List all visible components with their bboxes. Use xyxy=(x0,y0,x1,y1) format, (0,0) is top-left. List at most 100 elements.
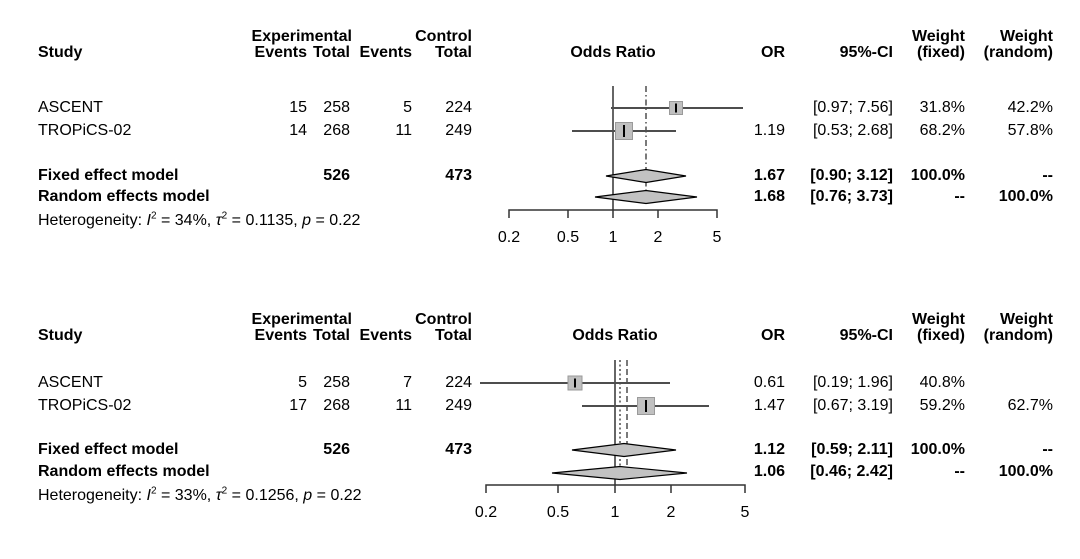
plot-b-row2-ctl-total: 249 xyxy=(445,397,472,414)
plot-b-header-odds-ratio: Odds Ratio xyxy=(572,327,658,344)
plot-b-tick-0-2: 0.2 xyxy=(474,504,498,521)
plot-a-tick-5: 5 xyxy=(712,229,722,246)
plot-a-row1-exp-events: 15 xyxy=(289,99,307,116)
plot-b-random-diamond xyxy=(551,465,688,481)
plot-b-fixed-weight-fixed: 100.0% xyxy=(910,441,965,458)
plot-a-random-weight-fixed: -- xyxy=(954,188,965,205)
plot-a-header-experimental: Experimental xyxy=(251,28,352,45)
plot-a-header-weight-fixed-2: (fixed) xyxy=(917,44,965,61)
plot-a-row2-ctl-total: 249 xyxy=(445,122,472,139)
plot-a-header-control: Control xyxy=(415,28,472,45)
plot-a-random-weight-random: 100.0% xyxy=(998,188,1053,205)
plot-b-tick-2: 2 xyxy=(666,504,676,521)
plot-b-header-ctl-total: Total xyxy=(434,327,472,344)
plot-b-header-or: OR xyxy=(761,327,785,344)
plot-a-random-diamond xyxy=(594,189,698,205)
plot-b-fixed-or: 1.12 xyxy=(753,441,785,458)
plot-a-fixed-weight-fixed: 100.0% xyxy=(910,167,965,184)
plot-b-row2-or: 1.47 xyxy=(753,397,785,414)
plot-a-tick-0-2: 0.2 xyxy=(497,229,521,246)
plot-a-row1-ci: [0.97; 7.56] xyxy=(812,99,893,116)
plot-b-row1-ci: [0.19; 1.96] xyxy=(812,374,893,391)
plot-b-row2-ci: [0.67; 3.19] xyxy=(812,397,893,414)
plot-b-fixed-ctl-total: 473 xyxy=(445,441,472,458)
plot-a-fixed-or: 1.67 xyxy=(753,167,785,184)
plot-b-random-ci: [0.46; 2.42] xyxy=(810,463,893,480)
plot-a-random-ci: [0.76; 3.73] xyxy=(810,188,893,205)
plot-a-fixed-exp-total: 526 xyxy=(323,167,350,184)
plot-b-random-weight-random: 100.0% xyxy=(998,463,1053,480)
plot-a-header-or: OR xyxy=(761,44,785,61)
plot-a-tick-0-5: 0.5 xyxy=(556,229,580,246)
plot-b-header-exp-total: Total xyxy=(312,327,350,344)
plot-a-fixed-diamond xyxy=(605,168,687,184)
plot-a-fixed-ctl-total: 473 xyxy=(445,167,472,184)
plot-b-row1-or: 0.61 xyxy=(753,374,785,391)
plot-b-header-weight-random-2: (random) xyxy=(983,327,1053,344)
plot-a-row1-ctl-total: 224 xyxy=(445,99,472,116)
plot-b-fixed-ci: [0.59; 2.11] xyxy=(811,441,893,458)
plot-b-tick-0-5: 0.5 xyxy=(546,504,570,521)
plot-a-fixed-label: Fixed effect model xyxy=(38,167,179,184)
plot-b-row1-ctl-total: 224 xyxy=(445,374,472,391)
plot-b-row1-exp-events: 5 xyxy=(298,374,307,391)
plot-a-header-weight-random-2: (random) xyxy=(983,44,1053,61)
plot-a-header-exp-events: Events xyxy=(254,44,307,61)
plot-b-row2-weight-fixed: 59.2% xyxy=(919,397,965,414)
plot-b-header-experimental: Experimental xyxy=(251,311,352,328)
plot-b-row2-ctl-events: 11 xyxy=(395,397,412,414)
plot-b-header-ctl-events: Events xyxy=(359,327,412,344)
plot-a-header-weight-fixed-1: Weight xyxy=(911,28,965,45)
plot-a-random-label: Random effects model xyxy=(38,188,210,205)
plot-b-header-study: Study xyxy=(38,327,83,344)
plot-a-row1-study: ASCENT xyxy=(38,99,103,116)
plot-a-graphics xyxy=(508,86,743,218)
plot-a-header-ctl-events: Events xyxy=(359,44,412,61)
plot-a-x-axis xyxy=(508,209,718,218)
plot-a-row1-weight-fixed: 31.8% xyxy=(919,99,965,116)
plot-a-header-odds-ratio: Odds Ratio xyxy=(570,44,656,61)
plot-a-row1-exp-total: 258 xyxy=(323,99,350,116)
plot-b-row2-weight-random: 62.7% xyxy=(1007,397,1053,414)
plot-a-tick-2: 2 xyxy=(653,229,663,246)
plot-b-header-ci: 95%-CI xyxy=(839,327,893,344)
plot-a-header-study: Study xyxy=(38,44,83,61)
plot-b-random-label: Random effects model xyxy=(38,463,210,480)
plot-b-heterogeneity: Heterogeneity: I2 = 33%, τ2 = 0.1256, p … xyxy=(38,485,362,504)
plot-b-header-weight-random-1: Weight xyxy=(999,311,1053,328)
plot-b-fixed-exp-total: 526 xyxy=(323,441,350,458)
plot-b-x-axis xyxy=(485,484,746,493)
plot-b-fixed-weight-random: -- xyxy=(1042,441,1053,458)
plot-b-row1-study: ASCENT xyxy=(38,374,103,391)
plot-a-tick-1: 1 xyxy=(608,229,618,246)
plot-b-tick-1: 1 xyxy=(610,504,620,521)
plot-b-header-weight-fixed-2: (fixed) xyxy=(917,327,965,344)
plot-a-row1-ctl-events: 5 xyxy=(403,99,412,116)
plot-b-fixed-diamond xyxy=(571,442,677,458)
plot-b-row2-exp-events: 17 xyxy=(289,397,307,414)
plot-a-heterogeneity: Heterogeneity: I2 = 34%, τ2 = 0.1135, p … xyxy=(38,210,361,229)
plot-a-header-exp-total: Total xyxy=(312,44,350,61)
plot-b-row2-exp-total: 268 xyxy=(323,397,350,414)
plot-b-row1-ctl-events: 7 xyxy=(403,374,412,391)
plot-b-tick-5: 5 xyxy=(740,504,750,521)
plot-a-row2-weight-random: 57.8% xyxy=(1007,122,1053,139)
plot-b-random-or: 1.06 xyxy=(753,463,785,480)
plot-b-header-weight-fixed-1: Weight xyxy=(911,311,965,328)
plot-a-row2-exp-total: 268 xyxy=(323,122,350,139)
plot-a-random-or: 1.68 xyxy=(753,188,785,205)
plot-a-row2-study: TROPiCS-02 xyxy=(38,122,132,139)
plot-a-fixed-ci: [0.90; 3.12] xyxy=(810,167,893,184)
plot-b-row2-study: TROPiCS-02 xyxy=(38,397,132,414)
plot-b-random-weight-fixed: -- xyxy=(954,463,965,480)
plot-a-header-ci: 95%-CI xyxy=(839,44,893,61)
plot-a-row2-weight-fixed: 68.2% xyxy=(919,122,965,139)
plot-a-row2-ci: [0.53; 2.68] xyxy=(812,122,893,139)
plot-b-header-control: Control xyxy=(415,311,472,328)
plot-a-row2-exp-events: 14 xyxy=(289,122,307,139)
plot-a-row2-or: 1.19 xyxy=(753,122,785,139)
plot-a-header-weight-random-1: Weight xyxy=(999,28,1053,45)
plot-a-fixed-weight-random: -- xyxy=(1042,167,1053,184)
